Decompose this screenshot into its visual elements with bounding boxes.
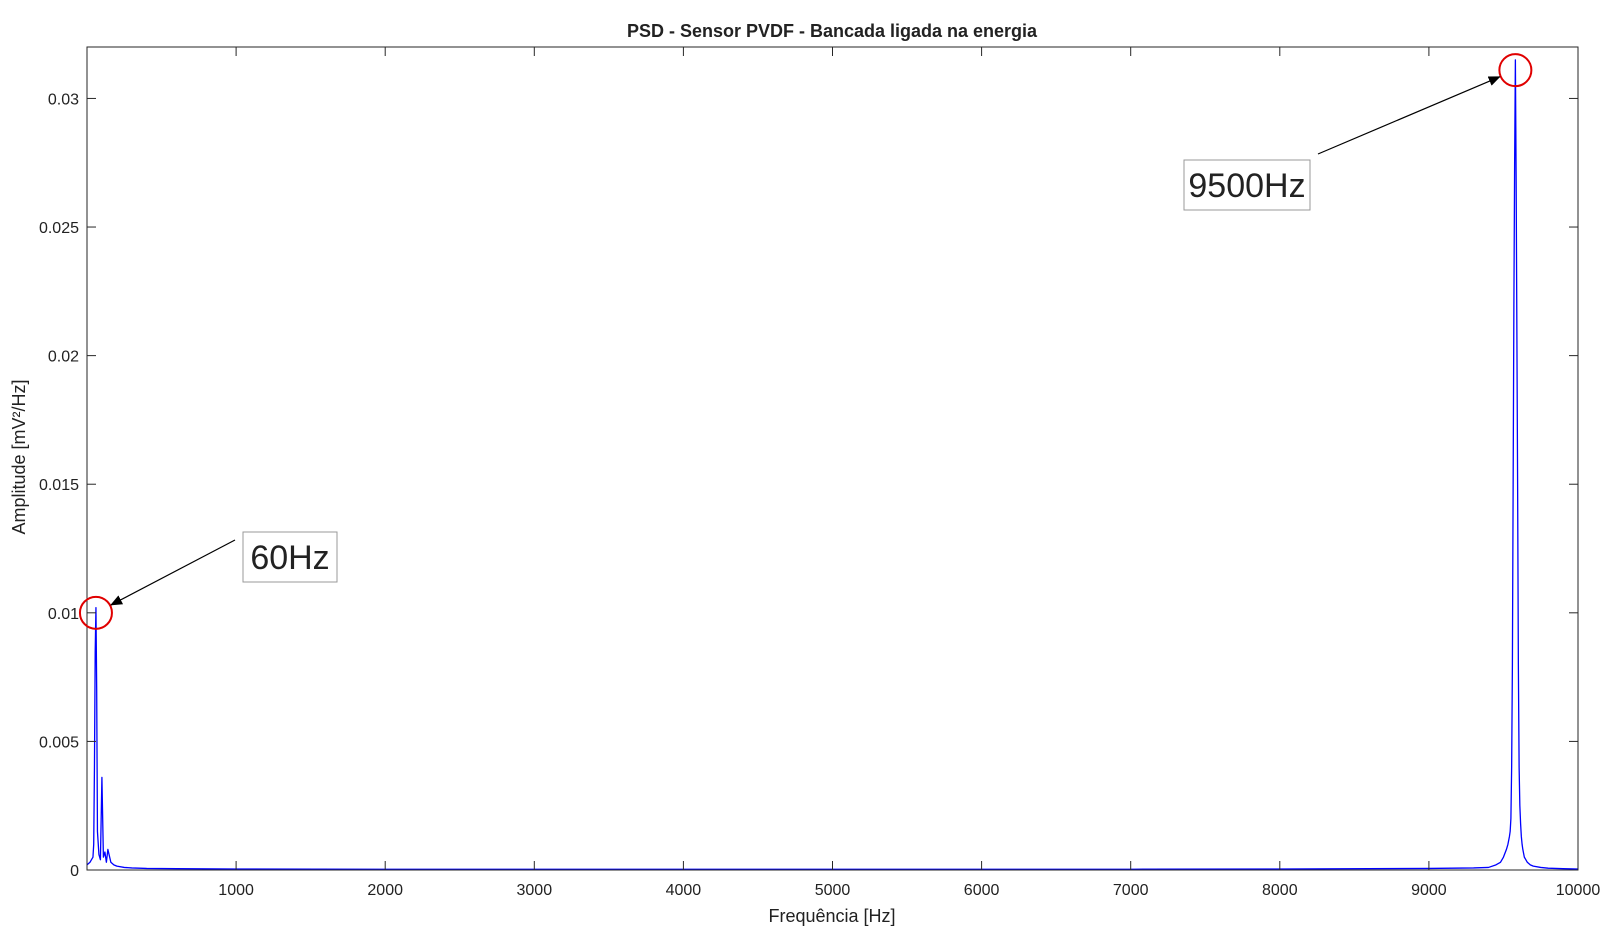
annotation-9500hz: 9500Hz bbox=[1183, 53, 1533, 211]
y-axis-title: Amplitude [mV²/Hz] bbox=[9, 379, 29, 534]
annotation-arrow-9500hz bbox=[1317, 76, 1501, 155]
x-tick-label: 7000 bbox=[1113, 882, 1149, 899]
series-layer bbox=[87, 59, 1578, 870]
highlight-circle-60hz bbox=[78, 595, 113, 630]
annotation-arrow-60hz bbox=[110, 539, 236, 606]
y-tick-label: 0.025 bbox=[39, 220, 79, 237]
y-tick-label: 0.01 bbox=[48, 606, 79, 623]
chart-title: PSD - Sensor PVDF - Bancada ligada na en… bbox=[627, 21, 1038, 41]
x-tick-label: 1000 bbox=[218, 882, 254, 899]
y-tick-label: 0.02 bbox=[48, 349, 79, 366]
x-tick-label: 8000 bbox=[1262, 882, 1298, 899]
x-tick-label: 10000 bbox=[1556, 882, 1601, 899]
x-tick-label: 2000 bbox=[367, 882, 403, 899]
annotation-label-9500hz: 9500Hz bbox=[1188, 167, 1305, 205]
y-tick-label: 0 bbox=[70, 863, 79, 880]
plot-background bbox=[87, 47, 1578, 870]
x-tick-label: 6000 bbox=[964, 882, 1000, 899]
x-axis-title: Frequência [Hz] bbox=[768, 906, 895, 926]
psd-series-line bbox=[87, 59, 1578, 870]
x-tick-label: 3000 bbox=[517, 882, 553, 899]
x-tick-label: 5000 bbox=[815, 882, 851, 899]
x-tick-label: 4000 bbox=[666, 882, 702, 899]
annotation-box-9500hz bbox=[1183, 159, 1311, 211]
x-tick-label: 9000 bbox=[1411, 882, 1447, 899]
y-axis-ticks: 0 0.005 0.01 0.015 0.02 0.025 0.03 bbox=[39, 91, 1578, 880]
annotation-label-60hz: 60Hz bbox=[250, 539, 329, 577]
y-tick-label: 0.015 bbox=[39, 477, 79, 494]
x-axis-ticks: 1000 2000 3000 4000 5000 6000 7000 8000 9000 1000… bbox=[218, 47, 1600, 899]
annotation-60hz: 60Hz bbox=[78, 531, 338, 630]
y-tick-label: 0.03 bbox=[48, 91, 79, 108]
annotation-box-60hz bbox=[242, 531, 338, 583]
y-tick-label: 0.005 bbox=[39, 734, 79, 751]
highlight-circle-9500hz bbox=[1498, 53, 1533, 88]
